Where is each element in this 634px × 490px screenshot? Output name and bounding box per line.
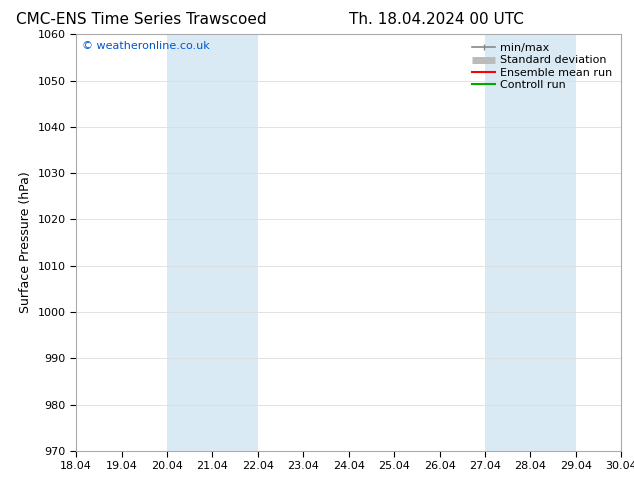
Text: Th. 18.04.2024 00 UTC: Th. 18.04.2024 00 UTC [349,12,524,27]
Text: © weatheronline.co.uk: © weatheronline.co.uk [82,41,209,50]
Legend: min/max, Standard deviation, Ensemble mean run, Controll run: min/max, Standard deviation, Ensemble me… [469,40,616,93]
Bar [485,34,508,451]
Bar [508,34,576,451]
Y-axis label: Surface Pressure (hPa): Surface Pressure (hPa) [19,172,32,314]
Bar [190,34,258,451]
Bar [167,34,190,451]
Text: CMC-ENS Time Series Trawscoed: CMC-ENS Time Series Trawscoed [16,12,266,27]
